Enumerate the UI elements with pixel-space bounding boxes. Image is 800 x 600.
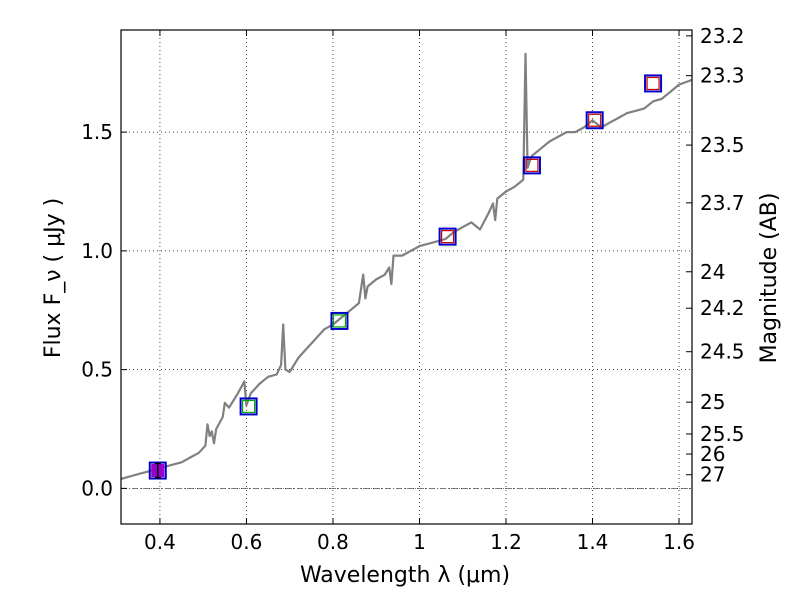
mag-tick-label: 24.5 bbox=[700, 340, 745, 364]
y-tick-label: 0.0 bbox=[81, 476, 113, 500]
photometry-inner-square bbox=[242, 399, 256, 414]
photometry-outer-square bbox=[644, 74, 663, 93]
photometry-inner-square bbox=[332, 314, 347, 328]
x-tick-label: 0.6 bbox=[231, 530, 263, 554]
photometry-inner-square bbox=[588, 113, 602, 127]
photometry-outer-square bbox=[438, 227, 457, 246]
mag-tick-label: 25.5 bbox=[700, 422, 745, 446]
mag-tick-label: 25 bbox=[700, 390, 725, 414]
y-axis-label: Flux F_ν ( μJy ) bbox=[41, 198, 66, 358]
photometry-outer-square bbox=[148, 461, 167, 480]
photometry-outer-square bbox=[585, 111, 604, 130]
photometry-inner-square bbox=[525, 158, 539, 172]
x-tick-label: 0.8 bbox=[317, 530, 349, 554]
grid bbox=[121, 30, 692, 524]
photometry-outer-square bbox=[522, 156, 541, 175]
spectrum-line bbox=[120, 52, 693, 480]
mag-tick-label: 27 bbox=[700, 463, 725, 487]
x-axis-label: Wavelength λ (μm) bbox=[300, 563, 510, 588]
x-tick-label: 1.4 bbox=[577, 530, 609, 554]
mag-tick-label: 26 bbox=[700, 442, 725, 466]
x-tick-label: 1.2 bbox=[490, 530, 522, 554]
photometry-inner-square bbox=[646, 76, 660, 91]
y-tick-label: 1.5 bbox=[81, 120, 113, 144]
y-tick-label: 1.0 bbox=[81, 239, 113, 263]
y-tick-label: 0.5 bbox=[81, 358, 113, 382]
axis-ticks: 0.4 0.6 0.8 1 1.2 1.4 1.6 0.0 0.5 1.0 1.5 23.2 23.3 2… bbox=[81, 24, 744, 554]
photometry-points bbox=[148, 74, 663, 480]
x-tick-label: 0.4 bbox=[144, 530, 176, 554]
mag-tick-label: 24 bbox=[700, 260, 725, 284]
x-tick-label: 1 bbox=[413, 530, 426, 554]
photometry-outer-square bbox=[330, 311, 349, 330]
x-tick-label: 1.6 bbox=[663, 530, 695, 554]
right-axis-label: Magnitude (AB) bbox=[757, 193, 782, 364]
mag-tick-label: 23.7 bbox=[700, 191, 745, 215]
mag-tick-label: 24.2 bbox=[700, 296, 745, 320]
photometry-outer-square bbox=[239, 397, 258, 416]
plot-frame bbox=[120, 29, 693, 525]
mag-tick-label: 23.3 bbox=[700, 64, 745, 88]
mag-tick-label: 23.2 bbox=[700, 24, 745, 48]
photometry-inner-square bbox=[440, 230, 455, 244]
mag-tick-label: 23.5 bbox=[700, 133, 745, 157]
